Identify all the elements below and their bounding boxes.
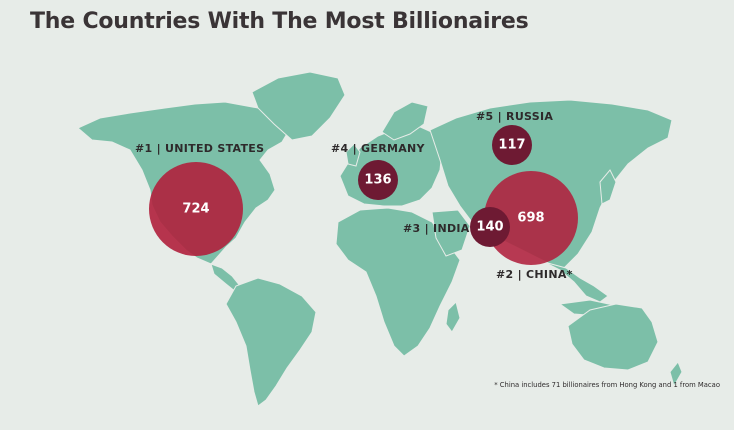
- land-madagascar: [445, 301, 461, 333]
- bubble-value-russia: 117: [498, 138, 525, 153]
- land-southeast-asia: [543, 261, 609, 303]
- label-russia: #5 | RUSSIA: [476, 110, 553, 123]
- bubble-value-india: 140: [476, 220, 503, 235]
- label-germany: #4 | GERMANY: [331, 142, 426, 155]
- land-british-isles: [345, 143, 361, 167]
- land-australia: [567, 303, 659, 371]
- land-new-zealand: [669, 361, 683, 388]
- bubble-india: [470, 207, 510, 247]
- bubble-germany: [358, 160, 398, 200]
- bubble-united-states: [149, 162, 243, 256]
- page-title: The Countries With The Most Billionaires: [30, 9, 529, 34]
- label-united-states: #1 | UNITED STATES: [135, 142, 264, 155]
- label-china: #2 | CHINA*: [496, 268, 573, 281]
- land-arabia: [431, 209, 471, 257]
- land-japan: [599, 169, 617, 205]
- footnote: * China includes 71 billionaires from Ho…: [494, 381, 720, 389]
- land-scandinavia: [381, 101, 429, 141]
- land-africa: [335, 207, 461, 357]
- bubble-russia: [492, 125, 532, 165]
- billionaire-bubbles: 724 698 140 136 117: [149, 125, 578, 265]
- bubble-value-germany: 136: [364, 173, 391, 188]
- bubble-china: [484, 171, 578, 265]
- land-south-america: [225, 277, 317, 407]
- land-greenland: [251, 71, 346, 141]
- bubble-value-china: 698: [517, 211, 544, 226]
- label-india: #3 | INDIA: [403, 222, 470, 235]
- country-labels: #1 | UNITED STATES #2 | CHINA* #3 | INDI…: [135, 110, 573, 281]
- bubble-value-united-states: 724: [182, 202, 209, 217]
